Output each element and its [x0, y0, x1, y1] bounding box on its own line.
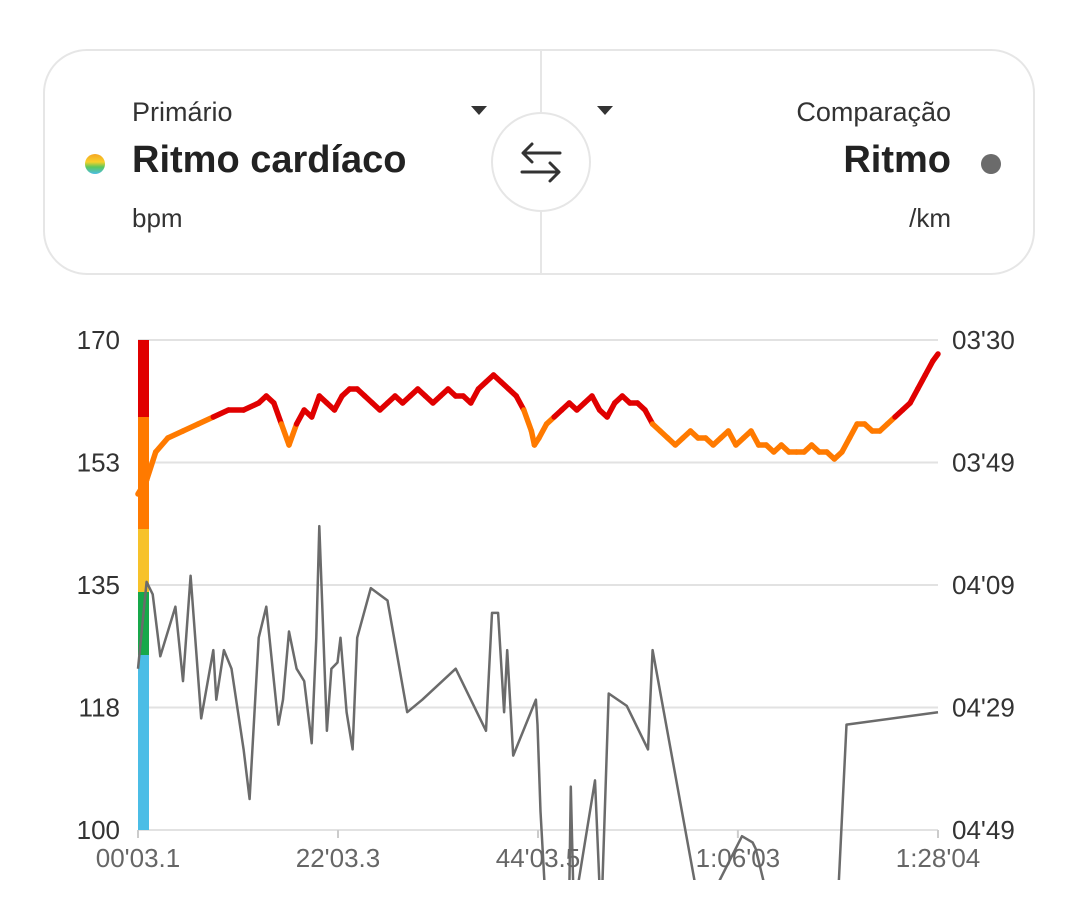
heart-rate-series-segment	[165, 428, 186, 441]
heart-rate-series-segment	[521, 407, 535, 434]
heart-rate-series-segment	[240, 400, 262, 413]
y-right-tick-label: 04'09	[952, 570, 1015, 600]
y-left-tick-label: 170	[77, 325, 120, 355]
comparison-label: Comparação	[796, 97, 951, 127]
x-tick-label: 1:28'04	[896, 843, 981, 873]
chart-grid	[138, 339, 938, 831]
heart-rate-series-segment	[210, 407, 232, 420]
pace-series-line	[136, 524, 939, 880]
y-right-tick-label: 04'49	[952, 815, 1015, 845]
y-left-tick-label: 118	[79, 693, 120, 723]
x-tick-label: 00'03.1	[96, 843, 181, 873]
heart-rate-series-segment	[180, 421, 201, 434]
y-right-tick-label: 03'49	[952, 448, 1015, 478]
heart-rate-series-segment	[930, 351, 941, 364]
heart-rate-series-segment	[195, 414, 217, 427]
primary-metric-name: Ritmo cardíaco	[132, 139, 407, 181]
chart-series	[135, 351, 941, 880]
hr-zone-segment	[138, 417, 149, 529]
heart-rate-series-segment	[143, 449, 159, 483]
swap-metrics-button[interactable]	[491, 112, 591, 212]
heart-rate-pace-chart: 170 03'30 153 03'49 135 04'09 118 04'29 100 04'49…	[77, 325, 1015, 880]
primary-metric-selector[interactable]: Primário Ritmo cardíaco bpm	[45, 51, 540, 273]
hr-zone-segment	[138, 655, 149, 830]
y-left-tick-label: 153	[77, 448, 120, 478]
x-tick-label: 44'03.5	[496, 843, 581, 873]
x-tick-label: 1:06'03	[696, 843, 781, 873]
swap-arrows-icon	[520, 142, 562, 183]
chevron-down-icon[interactable]	[471, 106, 487, 115]
heart-rate-series-segment	[308, 393, 323, 420]
y-left-tick-label: 135	[77, 570, 120, 600]
heart-rate-series-segment	[271, 400, 285, 427]
hr-zone-segment	[138, 529, 149, 592]
primary-metric-unit: bpm	[132, 203, 183, 233]
comparison-metric-name: Ritmo	[843, 139, 951, 181]
pace-dot-icon	[981, 154, 1001, 174]
heart-rate-series-segment	[286, 421, 300, 448]
y-right-tick-label: 04'29	[952, 693, 1015, 723]
x-tick-label: 22'03.3	[296, 843, 381, 873]
chevron-down-icon[interactable]	[597, 106, 613, 115]
comparison-metric-unit: /km	[909, 203, 951, 233]
heart-rate-dot-icon	[85, 154, 105, 174]
primary-label: Primário	[132, 97, 233, 127]
comparison-metric-selector[interactable]: Comparação Ritmo /km	[542, 51, 1037, 273]
chart-axis-ticks: 170 03'30 153 03'49 135 04'09 118 04'29 100 04'49…	[77, 325, 1015, 873]
metric-selector-card: Primário Ritmo cardíaco bpm Comparação R…	[43, 49, 1035, 275]
hr-zone-segment	[138, 340, 149, 417]
y-right-tick-label: 03'30	[952, 325, 1015, 355]
y-left-tick-label: 100	[77, 815, 120, 845]
heart-rate-series-segment	[152, 435, 171, 455]
